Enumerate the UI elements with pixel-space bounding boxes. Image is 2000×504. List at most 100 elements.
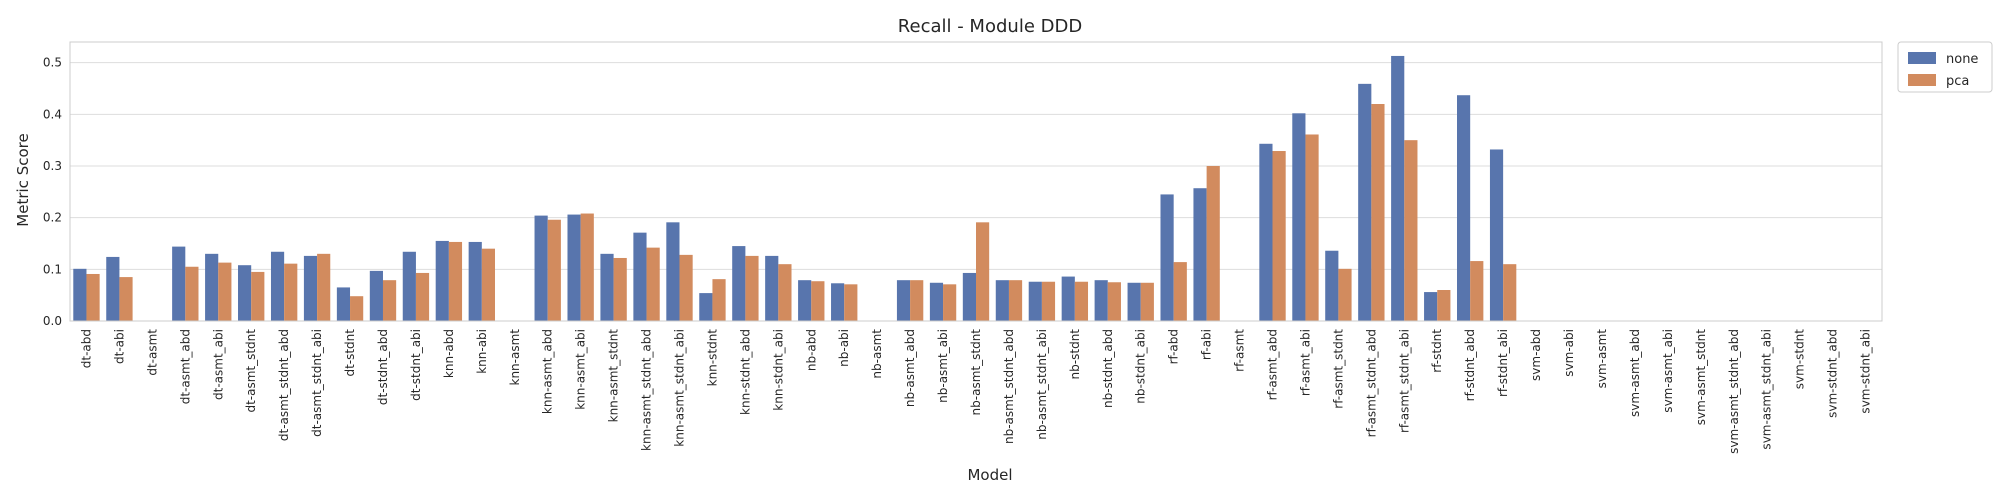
x-tick-label: svm-stdnt_abi [1859,329,1873,414]
bar-pca-knn-asmt_stdnt [613,257,627,321]
bar-none-dt-asmt_stdnt_abd [270,251,285,321]
bar-pca-rf-stdnt [1437,290,1451,321]
bar-none-dt-abd [73,268,87,321]
x-tick-label: rf-asmt_abd [1266,329,1280,400]
x-tick-label: nb-asmt_abd [903,329,917,407]
bar-pca-dt-asmt_abd [185,266,199,321]
x-tick-label: nb-stdnt [1068,329,1082,380]
x-tick-label: dt-abi [112,329,126,364]
legend: none pca [1897,41,1993,93]
y-axis-ticks: 0.0 0.1 0.2 0.3 0.4 0.5 [43,56,62,328]
bar-none-rf-stdnt_abi [1489,149,1504,321]
bar-none-rf-stdnt [1424,292,1438,321]
x-tick-label: dt-abd [79,329,93,368]
x-tick-label: svm-asmt_stdnt_abd [1727,329,1741,454]
bar-none-nb-abd [798,280,812,321]
bar-none-knn-asmt_stdnt_abi [666,222,680,321]
bar-none-nb-abi [831,283,845,321]
x-tick-label: knn-asmt_stdnt_abd [640,329,654,451]
x-tick-label: rf-stdnt_abi [1496,329,1510,397]
bar-none-knn-stdnt_abd [732,246,746,321]
bar-none-knn-stdnt [699,293,713,321]
x-tick-label: nb-abi [837,329,851,367]
bar-pca-knn-abi [481,248,495,321]
bar-pca-dt-asmt_stdnt [251,271,265,321]
bar-pca-nb-abd [811,281,825,321]
bar-none-rf-asmt_stdnt_abd [1358,83,1372,321]
y-tick-label: 0.2 [43,211,62,225]
bar-none-nb-asmt_stdnt_abd [995,280,1009,321]
bar-none-nb-stdnt_abi [1127,282,1141,321]
y-tick-label: 0.3 [43,159,62,173]
x-tick-label: rf-abi [1200,329,1214,360]
bar-none-rf-abd [1160,194,1174,321]
legend-label-none: none [1946,52,1978,67]
bar-pca-nb-stdnt [1074,281,1089,321]
bar-pca-nb-asmt_abi [943,284,957,321]
x-tick-label: rf-asmt [1233,329,1247,372]
y-tick-label: 0.1 [43,262,62,276]
x-tick-label: dt-asmt_stdnt [244,329,258,413]
x-tick-label: knn-stdnt_abi [771,329,785,411]
bars [73,55,1517,321]
bar-pca-knn-stdnt [712,279,726,321]
x-tick-label: nb-asmt_stdnt_abd [1002,329,1016,444]
bar-pca-rf-asmt_stdnt_abd [1371,104,1385,321]
bar-pca-nb-asmt_abd [910,280,924,321]
x-tick-label: knn-asmt [508,329,522,386]
bar-none-knn-asmt_stdnt_abd [633,232,647,321]
y-tick-label: 0.0 [43,314,62,328]
x-tick-label: svm-asmt_stdnt_abi [1760,329,1774,450]
x-tick-label: dt-stdnt_abd [376,329,390,405]
x-tick-label: knn-asmt_stdnt [607,329,621,423]
bar-pca-dt-abi [119,277,133,321]
bar-pca-rf-asmt_stdnt_abi [1404,140,1418,321]
x-tick-label: nb-stdnt_abi [1134,329,1148,404]
bar-pca-nb-asmt_stdnt_abi [1041,281,1056,321]
bar-none-knn-abd [435,240,449,321]
bar-none-knn-abi [468,241,482,321]
bar-pca-dt-asmt_stdnt_abi [317,253,331,321]
bar-none-dt-asmt_stdnt [238,265,252,321]
x-tick-label: nb-stdnt_abd [1101,329,1115,408]
x-tick-label: knn-abd [442,329,456,378]
bar-none-nb-asmt_abd [896,280,911,321]
bar-pca-knn-asmt_stdnt_abd [646,247,660,321]
bar-none-dt-stdnt_abi [402,251,416,321]
bar-pca-dt-asmt_stdnt_abd [284,263,298,321]
y-tick-label: 0.4 [43,107,62,121]
bar-pca-knn-asmt_abi [580,213,594,321]
bar-none-rf-asmt_stdnt [1325,250,1339,321]
bar-none-rf-asmt_abd [1259,143,1273,321]
bar-none-nb-stdnt [1061,276,1075,321]
bar-none-dt-stdnt [336,287,351,321]
x-tick-label: rf-asmt_stdnt_abi [1397,329,1411,433]
bar-pca-rf-abi [1206,166,1220,321]
bar-pca-rf-stdnt_abi [1503,264,1517,321]
y-axis-label: Metric Score [14,133,32,226]
x-tick-label: svm-asmt [1595,329,1609,389]
x-tick-label: knn-stdnt [705,329,719,387]
x-tick-label: svm-stdnt [1793,329,1807,390]
bar-none-dt-abi [106,256,120,321]
bar-none-dt-asmt_stdnt_abi [303,255,318,321]
x-tick-label: rf-asmt_abi [1298,329,1312,396]
x-tick-label: rf-stdnt [1430,329,1444,373]
x-tick-label: knn-abi [475,329,489,374]
x-tick-label: rf-asmt_stdnt_abd [1364,329,1378,437]
bar-none-rf-abi [1193,188,1207,321]
x-tick-label: svm-asmt_stdnt [1694,329,1708,426]
x-axis-ticks: dt-abd dt-abi dt-asmt dt-asmt_abd dt-asmt_ab… [79,329,1872,454]
bar-none-nb-asmt_stdnt_abi [1028,281,1042,321]
x-tick-label: dt-stdnt_abi [409,329,423,401]
x-tick-label: svm-abi [1562,329,1576,377]
x-tick-label: nb-asmt_stdnt_abi [1035,329,1049,440]
bar-pca-nb-abi [844,284,858,321]
bar-none-knn-asmt_abi [567,214,581,321]
bar-none-knn-stdnt_abi [765,255,779,321]
bar-pca-rf-asmt_stdnt [1338,268,1352,321]
x-axis-label: Model [967,466,1012,484]
bar-pca-knn-asmt_stdnt_abi [679,254,693,321]
